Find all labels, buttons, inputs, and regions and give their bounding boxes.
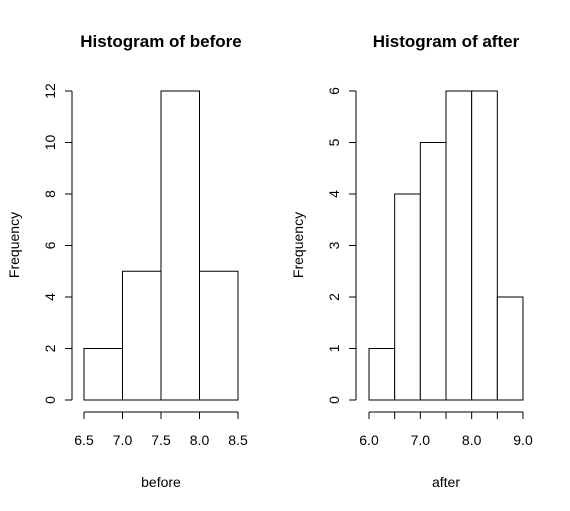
y-tick-label: 5 — [326, 138, 342, 146]
histogram-bar — [83, 348, 123, 401]
x-axis: 6.5 7.0 7.5 8.0 8.5 — [74, 411, 248, 448]
histogram-bar — [496, 296, 524, 401]
histogram-bar — [394, 193, 421, 401]
x-tick-label: 7.0 — [113, 432, 133, 448]
x-axis-label: before — [141, 474, 181, 490]
histogram-bar — [368, 348, 396, 401]
y-axis-label: Frequency — [6, 212, 22, 278]
y-tick-label: 4 — [326, 190, 342, 198]
y-tick-label: 4 — [42, 293, 58, 301]
bars — [83, 90, 239, 401]
chart-title: Histogram of after — [373, 32, 520, 51]
y-axis: 0 2 4 6 8 10 12 — [42, 83, 73, 404]
y-tick-label: 0 — [42, 396, 58, 404]
x-tick-label: 6.0 — [359, 432, 379, 448]
histogram-bar — [122, 270, 162, 401]
histogram-bar — [419, 142, 447, 401]
histogram-after-panel: Histogram of after after Frequency 6.0 7.… — [290, 32, 533, 490]
y-axis-label: Frequency — [290, 212, 306, 278]
bars — [368, 90, 524, 401]
x-tick-label: 7.5 — [151, 432, 171, 448]
y-tick-label: 6 — [42, 241, 58, 249]
x-tick-label: 6.5 — [74, 432, 94, 448]
x-tick-label: 8.5 — [228, 432, 248, 448]
y-tick-label: 2 — [42, 344, 58, 352]
y-tick-label: 3 — [326, 241, 342, 249]
y-tick-label: 8 — [42, 190, 58, 198]
histogram-bar — [445, 90, 473, 401]
x-tick-label: 7.0 — [411, 432, 431, 448]
x-tick-label: 8.0 — [190, 432, 210, 448]
histogram-bar — [471, 90, 498, 401]
x-axis-label: after — [432, 474, 460, 490]
histogram-before-panel: Histogram of before before Frequency 6.5… — [6, 32, 248, 490]
y-tick-label: 1 — [326, 344, 342, 352]
y-tick-label: 0 — [326, 396, 342, 404]
x-axis: 6.0 7.0 8.0 9.0 — [359, 411, 533, 448]
y-tick-label: 6 — [326, 87, 342, 95]
x-tick-label: 8.0 — [462, 432, 482, 448]
chart-title: Histogram of before — [80, 32, 242, 51]
x-tick-label: 9.0 — [513, 432, 533, 448]
histogram-bar — [160, 90, 200, 401]
histogram-bar — [199, 270, 239, 401]
y-tick-label: 10 — [42, 135, 58, 151]
y-tick-label: 12 — [42, 83, 58, 99]
y-axis: 0 1 2 3 4 5 6 — [326, 87, 357, 404]
y-tick-label: 2 — [326, 293, 342, 301]
